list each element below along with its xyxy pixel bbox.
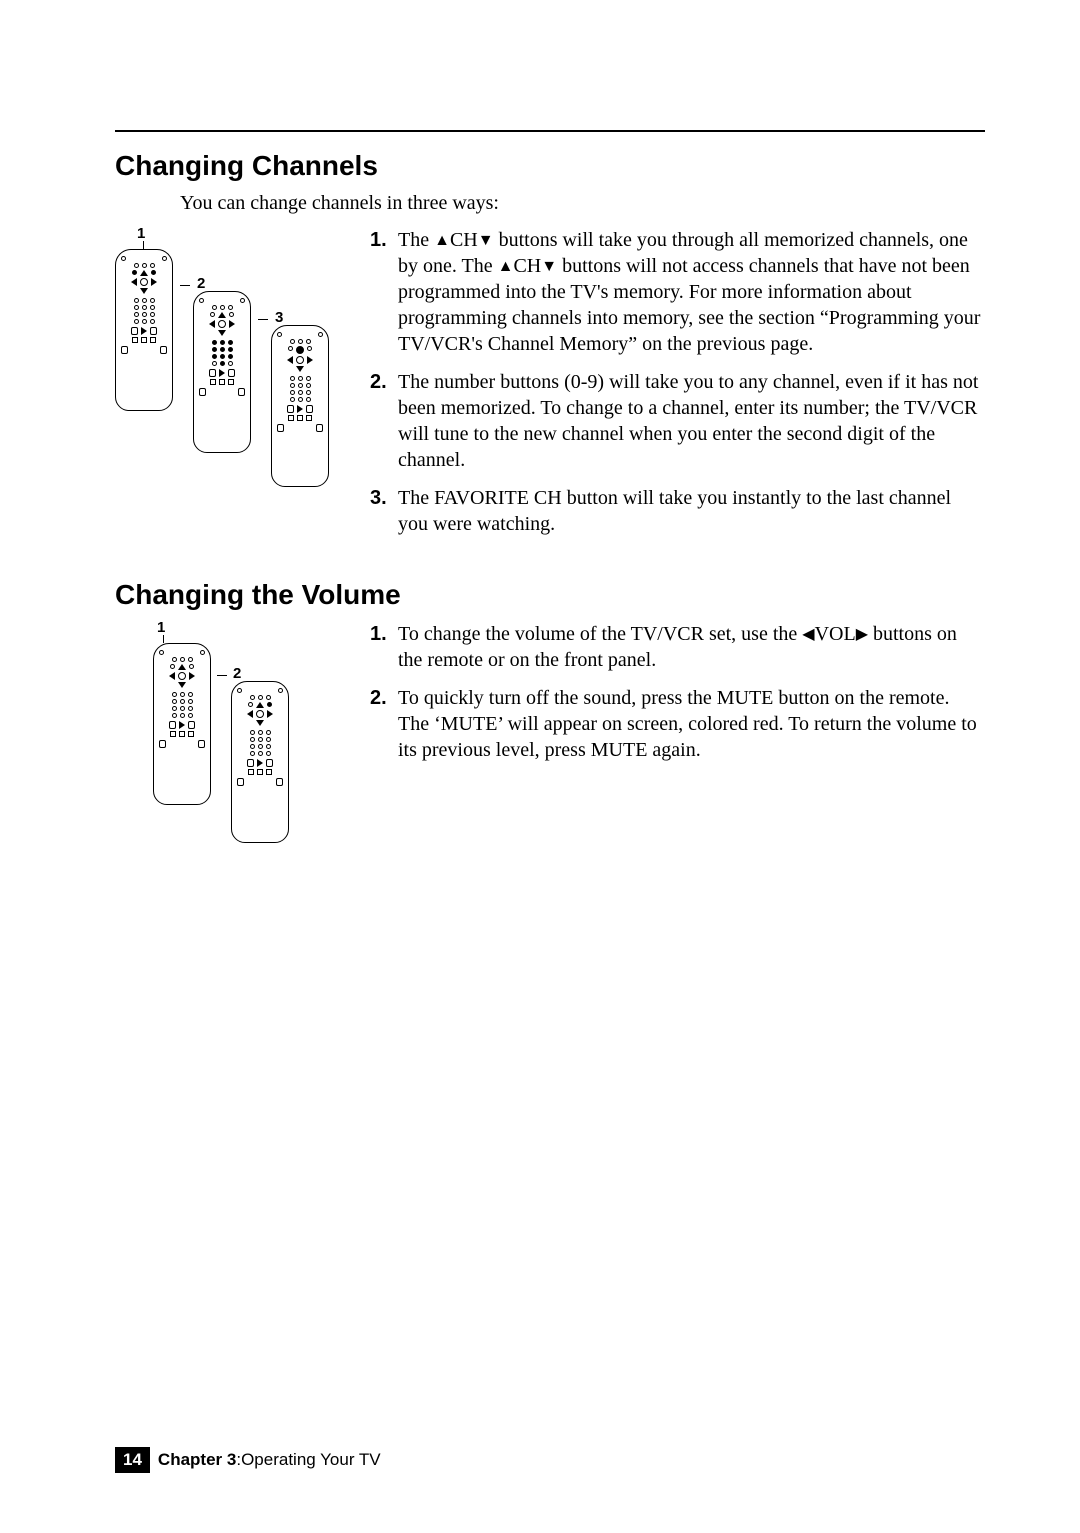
- lead-line: [180, 285, 190, 286]
- remote-diagram-1: [153, 643, 211, 805]
- remote-label-1: 1: [137, 225, 145, 242]
- page-footer: 14 Chapter 3 : Operating Your TV: [115, 1447, 381, 1473]
- remote-diagram-3: [271, 325, 329, 487]
- remote-diagram-2: [231, 681, 289, 843]
- lead-line: [143, 241, 144, 249]
- top-rule: [115, 130, 985, 132]
- item-number: 1.: [370, 621, 398, 673]
- remote-label-2: 2: [197, 275, 205, 292]
- remote-label-2: 2: [233, 665, 241, 682]
- page-number: 14: [115, 1447, 150, 1473]
- remote-label-1: 1: [157, 619, 165, 636]
- section1-list: 1. The ▲CH▼ buttons will take you throug…: [370, 227, 985, 549]
- chapter-label: Chapter 3: [158, 1450, 236, 1470]
- list-item: 1. The ▲CH▼ buttons will take you throug…: [370, 227, 985, 357]
- ch-up-down-icon: ▼: [541, 259, 557, 275]
- list-item: 3. The FAVORITE CH button will take you …: [370, 485, 985, 537]
- vol-left-right-icon: ▶: [856, 627, 868, 643]
- remote-diagram-2: [193, 291, 251, 453]
- ch-up-down-icon: ▲: [498, 259, 514, 275]
- item-text: The number buttons (0-9) will take you t…: [398, 369, 985, 473]
- item-number: 2.: [370, 369, 398, 473]
- item-number: 2.: [370, 685, 398, 763]
- remote-diagram-1: [115, 249, 173, 411]
- item-number: 1.: [370, 227, 398, 357]
- lead-line: [217, 675, 227, 676]
- remote-label-3: 3: [275, 309, 283, 326]
- item-text: To change the volume of the TV/VCR set, …: [398, 621, 985, 673]
- list-item: 1. To change the volume of the TV/VCR se…: [370, 621, 985, 673]
- ch-up-down-icon: ▲: [434, 233, 450, 249]
- section1-body: 1 2: [115, 227, 985, 549]
- list-item: 2. To quickly turn off the sound, press …: [370, 685, 985, 763]
- item-text: To quickly turn off the sound, press the…: [398, 685, 985, 763]
- item-number: 3.: [370, 485, 398, 537]
- chapter-title: Operating Your TV: [241, 1450, 381, 1470]
- lead-line: [258, 319, 268, 320]
- section2-list: 1. To change the volume of the TV/VCR se…: [370, 621, 985, 881]
- item-text: The FAVORITE CH button will take you ins…: [398, 485, 985, 537]
- heading-changing-volume: Changing the Volume: [115, 579, 985, 611]
- section2-remotes: 1 2: [115, 621, 350, 881]
- section2-body: 1 2: [115, 621, 985, 881]
- section1-remotes: 1 2: [115, 227, 350, 527]
- intro-text: You can change channels in three ways:: [180, 192, 985, 215]
- item-text: The ▲CH▼ buttons will take you through a…: [398, 227, 985, 357]
- heading-changing-channels: Changing Channels: [115, 150, 985, 182]
- vol-left-right-icon: ◀: [802, 627, 814, 643]
- list-item: 2. The number buttons (0-9) will take yo…: [370, 369, 985, 473]
- lead-line: [163, 635, 164, 643]
- ch-up-down-icon: ▼: [478, 233, 494, 249]
